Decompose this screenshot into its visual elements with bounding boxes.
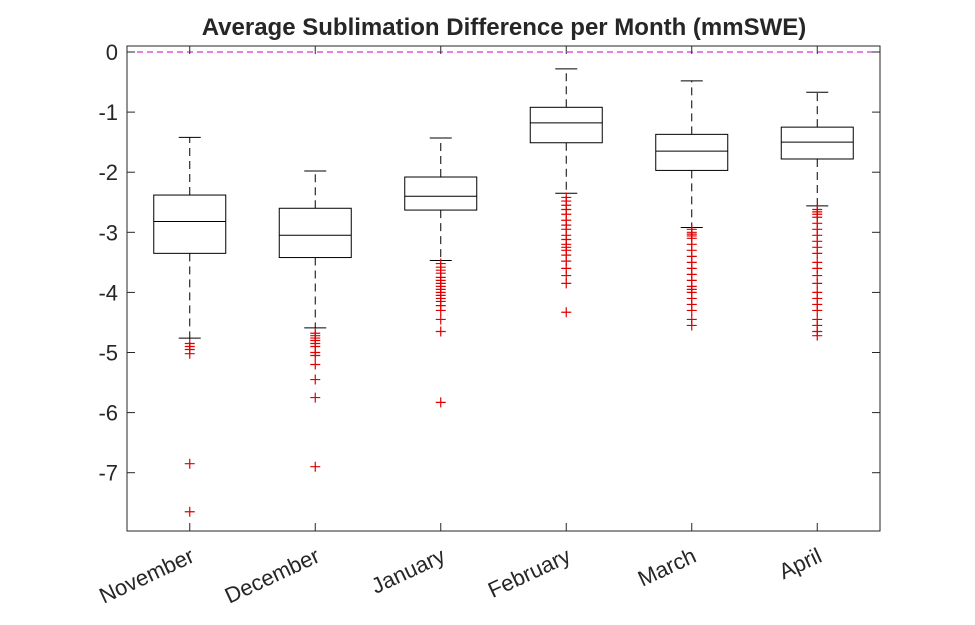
outlier-december: [310, 374, 321, 385]
y-tick-label: -1: [98, 100, 118, 125]
outlier-november: [184, 506, 195, 517]
outlier-november: [184, 348, 195, 359]
box-march: [655, 133, 729, 171]
outlier-april: [812, 330, 823, 341]
outlier-april: [812, 248, 823, 259]
outlier-december: [310, 359, 321, 370]
chart-title: Average Sublimation Difference per Month…: [202, 14, 807, 41]
outlier-february: [561, 278, 572, 289]
outlier-april: [812, 278, 823, 289]
outlier-december: [310, 350, 321, 361]
plot-frame: [126, 45, 881, 532]
y-tick-label: 0: [106, 40, 118, 65]
y-tick-label: -3: [98, 220, 118, 245]
y-tick-label: -4: [98, 280, 118, 305]
y-tick-label: -2: [98, 160, 118, 185]
outlier-november: [184, 458, 195, 469]
outlier-january: [435, 397, 446, 408]
y-tick-label: -6: [98, 401, 118, 426]
box-february: [529, 106, 603, 144]
box-january: [404, 176, 478, 211]
y-tick-label: -5: [98, 341, 118, 366]
box-april: [780, 126, 854, 160]
outlier-march: [686, 320, 697, 331]
y-tick-label: -7: [98, 461, 118, 486]
outlier-december: [310, 392, 321, 403]
outlier-january: [435, 326, 446, 337]
box-december: [278, 207, 352, 259]
outlier-february: [561, 307, 572, 318]
outlier-january: [435, 314, 446, 325]
outlier-march: [686, 305, 697, 316]
outlier-april: [812, 305, 823, 316]
box-november: [153, 194, 227, 254]
outlier-december: [310, 461, 321, 472]
outlier-january: [435, 305, 446, 316]
